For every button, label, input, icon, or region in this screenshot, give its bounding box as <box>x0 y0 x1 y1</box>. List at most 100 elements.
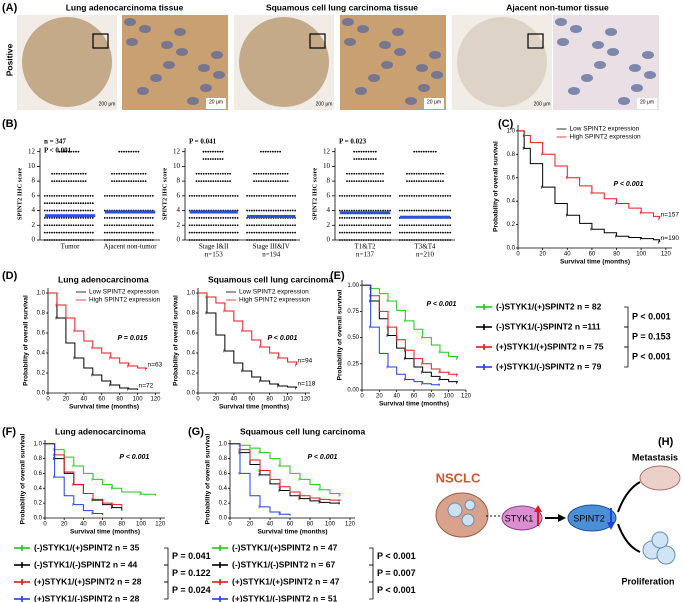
scale-bar-bg <box>424 98 444 109</box>
dot <box>79 180 82 183</box>
dot <box>236 231 239 234</box>
dot <box>87 194 89 197</box>
dot <box>221 150 224 153</box>
survival-curve <box>198 292 298 388</box>
dot <box>70 231 73 234</box>
p-value: P < 0.001 <box>426 301 456 308</box>
dot <box>262 172 265 175</box>
dot <box>270 231 272 234</box>
dot <box>77 224 80 227</box>
dot <box>439 224 442 227</box>
dot <box>84 231 87 234</box>
dot <box>294 239 296 241</box>
dot <box>346 231 348 234</box>
dot <box>149 224 152 227</box>
dot <box>255 231 258 234</box>
dot <box>398 209 401 212</box>
dot <box>360 194 363 197</box>
dot <box>379 209 382 212</box>
dot <box>188 194 191 197</box>
dot <box>350 172 353 175</box>
dot <box>432 150 435 153</box>
dot <box>374 180 377 183</box>
x-tick-label: 0 <box>46 397 50 403</box>
x-tick-label: 80 <box>116 397 123 403</box>
dot <box>195 194 198 197</box>
dot <box>221 158 224 160</box>
dot <box>63 180 65 183</box>
dot <box>115 180 118 183</box>
dot <box>432 231 435 234</box>
survival-curve <box>45 443 123 507</box>
zoom-box <box>92 33 109 49</box>
dot <box>437 180 440 183</box>
dot <box>198 217 201 219</box>
dot <box>386 224 389 227</box>
dot <box>79 217 82 219</box>
dot <box>386 231 389 234</box>
dot <box>427 231 430 234</box>
dot <box>214 150 217 153</box>
dot <box>205 217 208 219</box>
dot <box>113 180 116 183</box>
bracket <box>369 547 374 566</box>
dot <box>127 231 130 234</box>
x-tick-label: 0 <box>516 252 520 258</box>
dot <box>432 180 435 183</box>
x-tick-label: 60 <box>248 397 255 403</box>
dot <box>365 180 368 183</box>
dot <box>425 239 428 241</box>
survival-curve <box>45 443 104 516</box>
dot <box>82 231 85 234</box>
dot <box>432 172 435 175</box>
dot <box>118 224 121 227</box>
dot <box>341 217 344 219</box>
dot <box>224 180 227 183</box>
dot <box>358 180 360 183</box>
dot <box>284 172 287 175</box>
annotation: P = 0.023 <box>339 138 367 146</box>
nucleus <box>607 48 619 56</box>
dot <box>82 202 85 205</box>
dot <box>367 224 370 227</box>
dot <box>372 150 375 153</box>
dot <box>120 231 123 234</box>
p-value: P < 0.001 <box>377 585 416 595</box>
dot <box>139 172 142 175</box>
nucleus <box>163 61 175 69</box>
nucleus <box>581 74 593 82</box>
dot <box>72 194 75 197</box>
dot <box>130 180 133 183</box>
dot <box>203 239 205 241</box>
x-tick-label: 100 <box>444 394 455 400</box>
dot <box>70 194 73 197</box>
dot <box>135 150 137 153</box>
bracket <box>624 346 629 368</box>
dot <box>123 172 125 175</box>
dot <box>262 150 265 153</box>
dot <box>137 217 140 219</box>
dot <box>343 231 346 234</box>
dot <box>415 194 418 197</box>
dot <box>377 194 380 197</box>
y-tick-label: 0.8 <box>34 456 43 462</box>
dot <box>449 194 452 197</box>
dot <box>372 172 375 175</box>
dot <box>270 209 272 212</box>
dot <box>270 194 272 197</box>
dot <box>372 224 375 227</box>
dot <box>367 180 370 183</box>
survival-curve <box>198 292 298 365</box>
y-tick-label: 0.8 <box>187 311 196 317</box>
legend-label: High SPINT2 expression <box>570 134 642 141</box>
dot <box>360 231 363 234</box>
scale-bar: 200 μm <box>99 101 116 107</box>
dot <box>449 209 452 212</box>
dot <box>75 239 77 241</box>
dot <box>289 194 292 197</box>
outcome-label: Metastasis <box>632 452 678 462</box>
dot <box>406 224 408 227</box>
panel-label: (B) <box>2 118 18 130</box>
dot <box>403 231 406 234</box>
legend-label: Low SPINT2 expression <box>239 289 309 296</box>
